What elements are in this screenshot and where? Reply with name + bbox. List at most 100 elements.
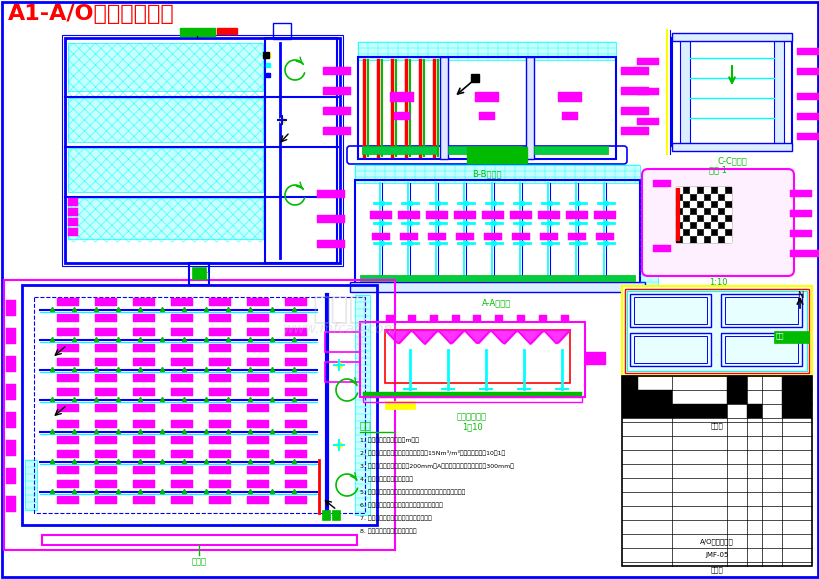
Bar: [675, 215, 681, 221]
Bar: [285, 404, 306, 412]
Bar: [217, 28, 237, 34]
Bar: [133, 480, 155, 488]
Bar: [68, 148, 263, 192]
Bar: [629, 294, 710, 327]
Bar: [796, 68, 818, 75]
Bar: [675, 201, 681, 207]
Bar: [247, 450, 269, 458]
Bar: [171, 480, 192, 488]
Bar: [95, 298, 117, 306]
Bar: [796, 133, 818, 140]
Bar: [209, 358, 231, 366]
Bar: [482, 211, 504, 219]
Bar: [473, 315, 481, 322]
Bar: [34, 297, 364, 513]
Bar: [620, 87, 648, 95]
Bar: [675, 187, 730, 242]
Text: 8. 本图需与其他内容联合阅读。: 8. 本图需与其他内容联合阅读。: [360, 528, 416, 534]
Bar: [323, 107, 351, 115]
Text: 设备表: 设备表: [710, 422, 722, 428]
Bar: [682, 236, 688, 242]
Bar: [68, 98, 263, 142]
Bar: [171, 450, 192, 458]
Bar: [57, 314, 79, 322]
Bar: [483, 233, 501, 240]
Bar: [724, 222, 730, 228]
Bar: [710, 194, 716, 200]
Bar: [724, 208, 730, 214]
Bar: [133, 496, 155, 504]
Bar: [42, 535, 356, 545]
Bar: [789, 190, 811, 197]
Bar: [263, 52, 269, 58]
Bar: [332, 510, 340, 520]
Bar: [285, 480, 306, 488]
Bar: [622, 286, 811, 376]
Bar: [561, 112, 577, 120]
Bar: [355, 180, 639, 285]
Bar: [57, 358, 79, 366]
Bar: [57, 436, 79, 444]
Bar: [672, 143, 791, 151]
Bar: [247, 480, 269, 488]
Bar: [389, 92, 414, 102]
Bar: [557, 92, 581, 102]
Bar: [209, 404, 231, 412]
Bar: [540, 233, 557, 240]
Bar: [247, 314, 269, 322]
Bar: [679, 38, 689, 146]
Bar: [285, 420, 306, 428]
Bar: [584, 352, 604, 364]
Bar: [171, 374, 192, 382]
Bar: [247, 436, 269, 444]
Bar: [95, 404, 117, 412]
Bar: [171, 466, 192, 474]
Bar: [696, 208, 702, 214]
Text: 7. 各管道连接方式详见各管道安装说明。: 7. 各管道连接方式详见各管道安装说明。: [360, 515, 432, 521]
Text: 平面图: 平面图: [194, 271, 209, 280]
Text: 曝气管大样图: 曝气管大样图: [456, 412, 486, 421]
Bar: [133, 314, 155, 322]
Bar: [57, 298, 79, 306]
Bar: [724, 297, 797, 324]
Bar: [781, 404, 811, 418]
Bar: [355, 295, 369, 515]
Bar: [661, 240, 689, 248]
Bar: [661, 215, 689, 223]
Bar: [789, 230, 811, 237]
Bar: [171, 388, 192, 396]
Bar: [363, 397, 581, 402]
Bar: [323, 67, 351, 75]
Bar: [620, 107, 648, 115]
Text: 说明: 说明: [360, 420, 371, 430]
Bar: [133, 436, 155, 444]
Bar: [171, 344, 192, 352]
Bar: [171, 436, 192, 444]
Bar: [363, 392, 581, 396]
Bar: [746, 404, 761, 418]
Bar: [322, 510, 329, 520]
Bar: [636, 88, 658, 95]
Bar: [595, 233, 613, 240]
Bar: [285, 450, 306, 458]
Bar: [324, 362, 360, 382]
Bar: [511, 233, 529, 240]
Bar: [633, 336, 706, 363]
Bar: [247, 404, 269, 412]
Bar: [533, 146, 607, 154]
Text: 图例: 图例: [775, 332, 784, 339]
Bar: [180, 28, 215, 36]
Bar: [704, 229, 709, 235]
Bar: [6, 300, 16, 316]
Bar: [285, 298, 306, 306]
Bar: [247, 388, 269, 396]
Bar: [385, 401, 414, 409]
Bar: [627, 291, 806, 371]
Bar: [636, 58, 658, 65]
Bar: [285, 344, 306, 352]
Text: www.mfcad.com: www.mfcad.com: [283, 322, 397, 336]
Bar: [495, 315, 503, 322]
Bar: [704, 215, 709, 221]
Bar: [620, 127, 648, 135]
Bar: [25, 460, 37, 510]
